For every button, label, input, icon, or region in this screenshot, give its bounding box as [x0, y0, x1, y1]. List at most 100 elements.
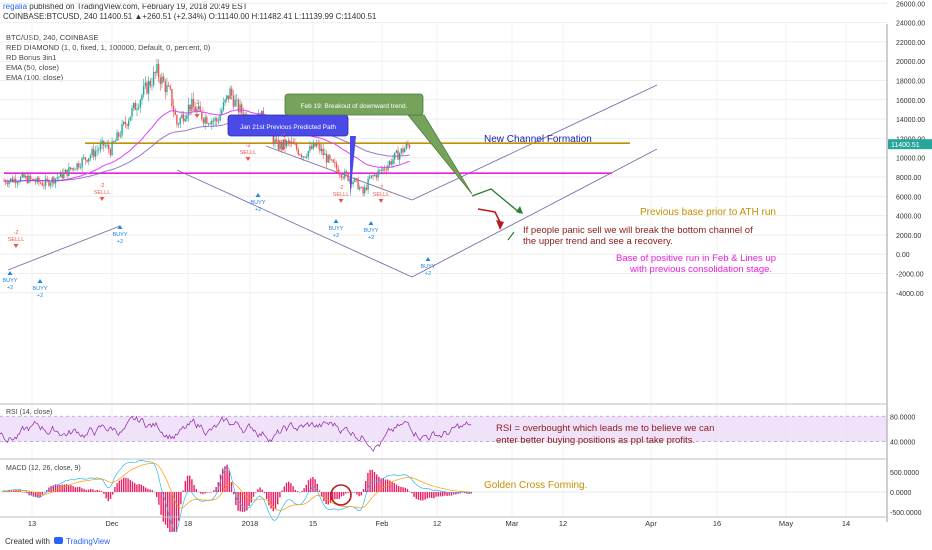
- candle-body: [89, 155, 92, 159]
- candle-body: [192, 99, 195, 107]
- candle-body: [284, 139, 286, 147]
- candle-body: [4, 180, 7, 183]
- macd-histogram-bar: [21, 492, 24, 493]
- buy-arrow-icon: [7, 271, 13, 275]
- candle-body: [380, 169, 383, 171]
- macd-histogram-bar: [164, 492, 167, 525]
- macd-histogram-bar: [453, 492, 455, 495]
- macd-histogram-bar: [400, 486, 402, 492]
- buy-arrow-icon: [117, 225, 123, 229]
- price-chart[interactable]: Jan 21st Previous Predicted Path Feb 19: …: [0, 0, 932, 532]
- macd-histogram-bar: [323, 492, 325, 502]
- macd-histogram-bar: [43, 492, 46, 493]
- macd-histogram-bar: [230, 482, 233, 492]
- publisher-user[interactable]: regalia: [3, 2, 28, 11]
- macd-histogram-bar: [217, 482, 219, 492]
- x-tick-label: Apr: [645, 519, 657, 528]
- tradingview-logo-icon: [54, 537, 63, 544]
- candle-body: [364, 187, 366, 194]
- macd-histogram-bar: [318, 490, 321, 492]
- candle-body: [395, 150, 398, 153]
- macd-histogram-bar: [248, 492, 250, 507]
- last-price-label: 11400.51: [891, 142, 920, 149]
- candle-body: [18, 181, 20, 183]
- macd-histogram-bar: [424, 492, 426, 500]
- last-price-tag: [888, 139, 932, 150]
- candle-body: [272, 133, 275, 144]
- macd-histogram-bar: [296, 491, 299, 492]
- indicator-symbol[interactable]: BTC/USD, 240, COINBASE: [6, 33, 99, 42]
- candle-body: [382, 168, 384, 171]
- candle-body: [108, 144, 110, 150]
- candle-body: [134, 102, 137, 110]
- candle-body: [113, 141, 115, 143]
- macd-histogram-bar: [461, 492, 464, 493]
- macd-histogram-bar: [169, 492, 171, 532]
- macd-histogram-bar: [186, 475, 189, 492]
- macd-histogram-bar: [90, 488, 92, 492]
- macd-histogram-bar: [109, 492, 112, 500]
- buy-signal-label: BUYY: [421, 264, 436, 270]
- candle-body: [63, 172, 65, 179]
- tradingview-link[interactable]: TradingView: [66, 537, 111, 546]
- feb19-callout-text: Feb 19: Breakout of downward trend.: [301, 103, 408, 110]
- macd-histogram-bar: [237, 492, 239, 511]
- candle-body: [310, 146, 313, 149]
- macd-histogram-bar: [263, 492, 266, 494]
- macd-histogram-bar: [134, 483, 136, 492]
- macd-histogram-bar: [30, 492, 32, 496]
- macd-histogram-bar: [470, 492, 472, 494]
- macd-histogram-bar: [457, 492, 459, 494]
- macd-histogram-bar: [450, 492, 453, 496]
- indicator-ema-100[interactable]: EMA (100, close): [6, 73, 64, 82]
- macd-histogram-bar: [127, 478, 129, 492]
- publish-info: published on TradingView.com, February 1…: [27, 2, 248, 11]
- candle-body: [372, 175, 374, 177]
- candle-body: [345, 171, 348, 174]
- candle-body: [335, 163, 338, 169]
- buy-signal-value: +2: [425, 271, 431, 277]
- candle-body: [124, 121, 127, 125]
- rsi-tick-label: 80.0000: [890, 414, 915, 421]
- indicator-red-diamond[interactable]: RED DIAMOND (1, 0, fixed, 1, 100000, Def…: [6, 43, 211, 52]
- candle-body: [320, 148, 323, 152]
- candle-body: [377, 170, 379, 178]
- candle-body: [234, 99, 236, 107]
- jan21-callout-pointer: [350, 136, 356, 198]
- candle-body: [127, 120, 130, 126]
- candle-body: [207, 123, 210, 125]
- macd-histogram-bar: [204, 492, 206, 494]
- candle-body: [219, 114, 221, 121]
- candle-body: [154, 72, 156, 73]
- macd-histogram-bar: [329, 492, 332, 504]
- macd-histogram-bar: [145, 487, 147, 492]
- lower-downtrend-line: [176, 169, 413, 278]
- macd-histogram-bar: [175, 492, 178, 532]
- candle-body: [189, 104, 191, 110]
- candle-body: [204, 117, 206, 124]
- indicator-rd-bonus[interactable]: RD Bonus 3in1: [6, 53, 57, 62]
- buy-arrow-icon: [368, 221, 374, 225]
- candle-body: [319, 143, 321, 152]
- sell-signal-label: SELLL: [333, 192, 350, 198]
- candle-body: [93, 149, 95, 157]
- candle-body: [43, 185, 45, 187]
- macd-histogram-bar: [307, 480, 310, 492]
- sell-arrow-icon: [194, 114, 200, 118]
- macd-histogram-bar: [266, 492, 268, 500]
- candle-body: [209, 123, 211, 125]
- macd-histogram-bar: [301, 490, 303, 492]
- macd-histogram-bar: [65, 484, 68, 492]
- macd-histogram-bar: [136, 484, 138, 492]
- candle-body: [367, 178, 369, 190]
- candle-body: [121, 123, 123, 136]
- macd-histogram-bar: [255, 492, 257, 493]
- buy-signal-value: +2: [7, 285, 13, 291]
- candle-body: [162, 76, 165, 82]
- candle-body: [375, 174, 378, 178]
- macd-histogram-bar: [96, 489, 98, 492]
- macd-histogram-bar: [415, 492, 417, 499]
- feb19-callout-box: [284, 93, 424, 116]
- macd-histogram-bar: [125, 477, 127, 492]
- candle-body: [167, 85, 170, 87]
